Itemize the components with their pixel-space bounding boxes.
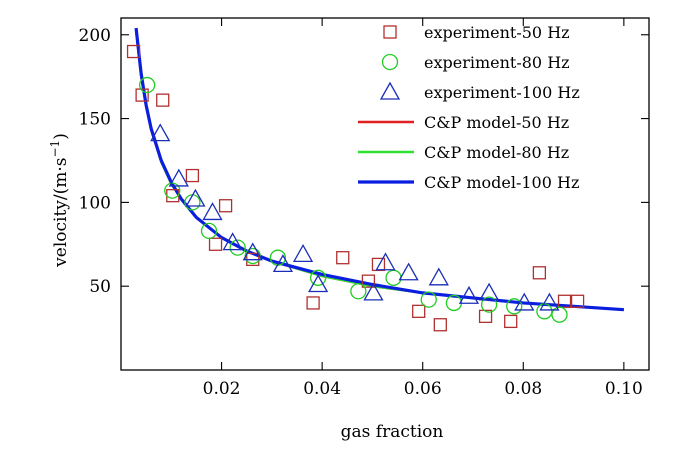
data-point-circle [138,76,156,94]
legend-swatch-marker [383,25,397,39]
data-point-triangle [428,267,449,286]
data-point-square [532,266,547,280]
data-point-circle [350,283,367,300]
data-point-circle [184,194,201,211]
data-point-square [433,318,447,332]
legend: experiment-50 Hz experiment-80 Hz experime… [358,23,580,192]
legend-label: experiment-50 Hz [424,23,570,42]
data-point-square [306,296,320,310]
y-tick-label: 50 [89,277,111,297]
data-point-circle [536,303,553,320]
data-point-triangle [222,232,243,251]
data-point-square [218,199,233,213]
x-axis-title: gas fraction [341,422,444,442]
data-point-square [557,294,572,308]
legend-swatch-marker [381,53,399,71]
data-point-square [336,251,350,265]
data-point-square [570,294,585,308]
y-axis-title: velocity/(m·s−1) [48,133,71,268]
y-axis-title-suffix: ) [51,133,71,140]
data-point-square [156,93,170,107]
data-point-square [361,274,376,288]
x-tick-label: 0.10 [605,379,643,399]
data-point-circle [200,222,218,240]
legend-label: C&P model-80 Hz [424,143,569,162]
legend-label: C&P model-100 Hz [424,173,579,192]
data-point-triangle [375,252,396,271]
y-axis-title-exponent: −1 [48,140,62,158]
y-axis-title-main: velocity/(m·s [51,158,71,268]
y-tick-label: 150 [79,110,111,130]
data-point-triangle [398,262,419,281]
data-point-triangle [242,242,263,261]
series-line [134,31,624,311]
data-point-triangle [363,282,384,301]
data-point-triangle [150,123,171,142]
legend-swatch-marker [379,81,401,100]
data-point-triangle [478,282,500,301]
data-point-circle [506,298,523,315]
data-point-triangle [168,168,189,187]
plot-frame [120,17,650,371]
data-point-square [412,304,426,318]
data-point-triangle [308,274,329,293]
y-tick-label: 100 [79,193,111,213]
data-point-triangle [539,292,560,311]
data-point-square [478,309,493,324]
data-point-circle [551,306,568,323]
data-point-square [208,237,223,251]
legend-label: experiment-100 Hz [424,83,580,102]
legend-label: C&P model-50 Hz [424,113,569,132]
data-point-triangle [514,292,535,311]
legend-label: experiment-80 Hz [424,53,570,72]
experiment-markers [126,44,585,332]
data-point-square [126,44,141,59]
data-point-circle [385,269,402,286]
data-point-circle [309,269,327,286]
data-point-square [185,168,200,183]
data-point-triangle [292,244,314,262]
data-point-square [371,257,386,272]
x-tick-label: 0.04 [303,379,341,399]
x-tick-label: 0.08 [504,379,542,399]
data-point-triangle [272,254,294,273]
data-point-triangle [185,188,206,207]
data-point-circle [445,294,463,312]
data-point-square [135,88,149,102]
y-tick-label: 200 [79,26,111,46]
data-point-circle [420,291,437,308]
data-point-circle [164,182,181,199]
axis-ticks: 0.02 0.04 0.06 0.08 0.10 50 100 150 200 [79,18,649,399]
x-tick-label: 0.02 [203,379,241,399]
data-point-circle [480,296,498,313]
data-point-triangle [202,202,223,221]
data-point-square [504,314,518,329]
x-tick-label: 0.06 [404,379,442,399]
data-point-triangle [458,285,480,304]
data-point-circle [229,239,246,256]
